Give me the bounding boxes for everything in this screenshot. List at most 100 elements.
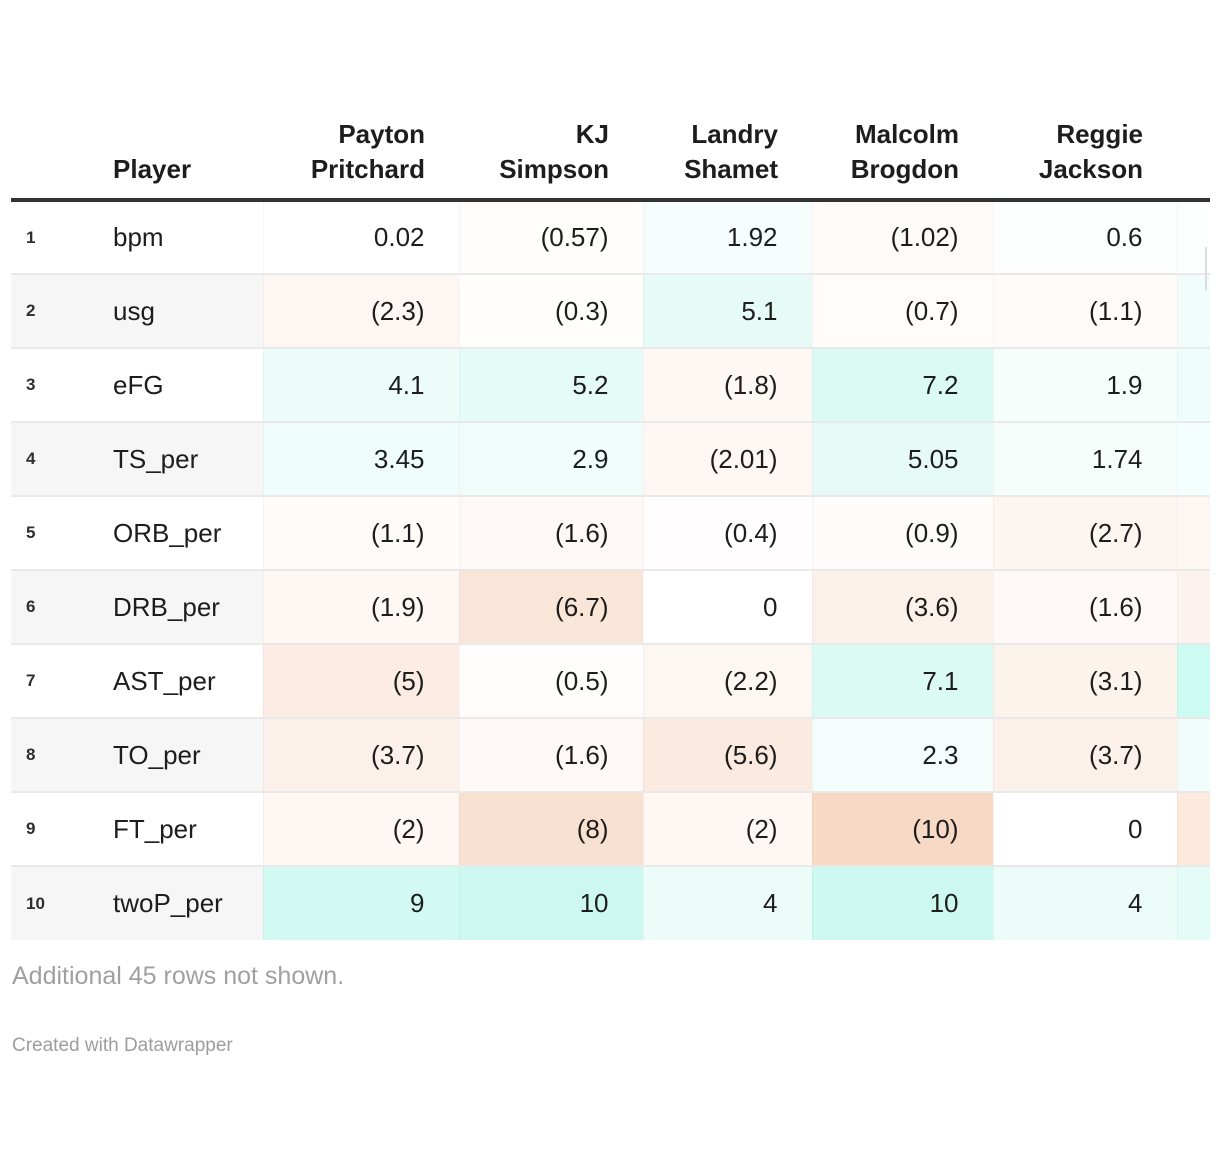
clipped-value-cell [1177,791,1210,866]
row-number: 6 [11,569,90,644]
value-cell: 10 [459,865,643,940]
row-label: TO_per [90,717,263,792]
row-number: 2 [11,273,90,348]
value-cell: (2.01) [643,421,812,496]
value-cell: 4 [993,865,1177,940]
row-number: 9 [11,791,90,866]
value-cell: 10 [812,865,993,940]
table-row: 8 TO_per (3.7) (1.6) (5.6) 2.3 (3.7) [11,717,1210,792]
value-cell: (0.57) [459,200,643,274]
value-cell: 4.1 [263,347,459,422]
row-number: 5 [11,495,90,570]
clipped-column-header [1177,96,1210,202]
value-cell: (5) [263,643,459,718]
value-cell: 1.92 [643,200,812,274]
value-cell: (0.9) [812,495,993,570]
clipped-value-cell [1177,421,1210,496]
clipped-value-cell [1177,643,1210,718]
row-label: bpm [113,222,164,252]
value-cell: 1.74 [993,421,1177,496]
value-cell: 4 [643,865,812,940]
player-stats-table: Player Payton Pritchard KJ Simpson Landr… [11,96,1210,940]
value-cell: 0.02 [263,200,459,274]
table-body: 1 bpm 0.02 (0.57) 1.92 (1.02) 0.6 2 usg (2.3) (0.3… [11,200,1210,940]
heatmap-table: Player Payton Pritchard KJ Simpson Landr… [11,96,1210,940]
value-cell: (2.2) [643,643,812,718]
table-row: 6 DRB_per (1.9) (6.7) 0 (3.6) (1.6) [11,569,1210,644]
value-cell: (1.02) [812,200,993,274]
value-cell: (0.3) [459,273,643,348]
row-number: 4 [11,421,90,496]
row-label: eFG [90,347,263,422]
clipped-value-cell [1177,200,1210,274]
value-cell: 3.45 [263,421,459,496]
value-cell: (1.6) [993,569,1177,644]
value-cell: (1.6) [459,717,643,792]
value-cell: (3.1) [993,643,1177,718]
row-number: 7 [11,643,90,718]
value-cell: 9 [263,865,459,940]
value-cell: (2.7) [993,495,1177,570]
value-cell: (1.8) [643,347,812,422]
value-cell: (6.7) [459,569,643,644]
row-label: DRB_per [90,569,263,644]
value-cell: (2.3) [263,273,459,348]
value-cell: (2) [643,791,812,866]
row-number: 10 [11,865,90,940]
value-cell: (1.1) [263,495,459,570]
table-row: 9 FT_per (2) (8) (2) (10) 0 [11,791,1210,866]
value-cell: 1.9 [993,347,1177,422]
table-row: 5 ORB_per (1.1) (1.6) (0.4) (0.9) (2.7) [11,495,1210,570]
table-row: 7 AST_per (5) (0.5) (2.2) 7.1 (3.1) [11,643,1210,718]
clipped-value-cell [1177,273,1210,348]
value-cell: (10) [812,791,993,866]
row-label: FT_per [90,791,263,866]
value-cell: (1.1) [993,273,1177,348]
value-cell: (1.9) [263,569,459,644]
clipped-value-cell [1177,717,1210,792]
row-number: 1 [26,227,36,247]
table-row: 1 bpm 0.02 (0.57) 1.92 (1.02) 0.6 [11,200,1210,274]
clipped-value-cell [1177,865,1210,940]
table-row: 3 eFG 4.1 5.2 (1.8) 7.2 1.9 [11,347,1210,422]
value-cell: (0.4) [643,495,812,570]
value-cell: (0.7) [812,273,993,348]
header-row: Player Payton Pritchard KJ Simpson Landr… [11,96,1210,202]
value-cell: 0.6 [993,200,1177,274]
row-number-column-header [11,96,90,202]
value-cell: (8) [459,791,643,866]
row-label: ORB_per [90,495,263,570]
rows-not-shown-note: Additional 45 rows not shown. [12,962,345,990]
row-number: 8 [11,717,90,792]
value-cell: 2.9 [459,421,643,496]
value-cell: 2.3 [812,717,993,792]
row-label: TS_per [90,421,263,496]
value-cell: 0 [643,569,812,644]
clipped-header-fragment [1205,247,1207,291]
value-cell: 7.2 [812,347,993,422]
clipped-value-cell [1177,495,1210,570]
value-cell: (0.5) [459,643,643,718]
value-cell: 5.2 [459,347,643,422]
column-header-landry-shamet: Landry Shamet [643,96,812,202]
datawrapper-attribution[interactable]: Created with Datawrapper [12,1035,233,1056]
value-cell: (1.6) [459,495,643,570]
value-cell: (2) [263,791,459,866]
column-header-payton-pritchard: Payton Pritchard [263,96,459,202]
table-row: 4 TS_per 3.45 2.9 (2.01) 5.05 1.74 [11,421,1210,496]
row-label: AST_per [90,643,263,718]
clipped-value-cell [1177,569,1210,644]
player-column-header: Player [90,96,263,202]
value-cell: (3.6) [812,569,993,644]
table-row: 2 usg (2.3) (0.3) 5.1 (0.7) (1.1) [11,273,1210,348]
value-cell: 7.1 [812,643,993,718]
table-row: 10 twoP_per 9 10 4 10 4 [11,865,1210,940]
column-header-malcolm-brogdon: Malcolm Brogdon [812,96,993,202]
row-number: 3 [11,347,90,422]
value-cell: 5.1 [643,273,812,348]
value-cell: 5.05 [812,421,993,496]
row-label: twoP_per [90,865,263,940]
row-label: usg [90,273,263,348]
clipped-value-cell [1177,347,1210,422]
column-header-reggie-jackson: Reggie Jackson [993,96,1177,202]
